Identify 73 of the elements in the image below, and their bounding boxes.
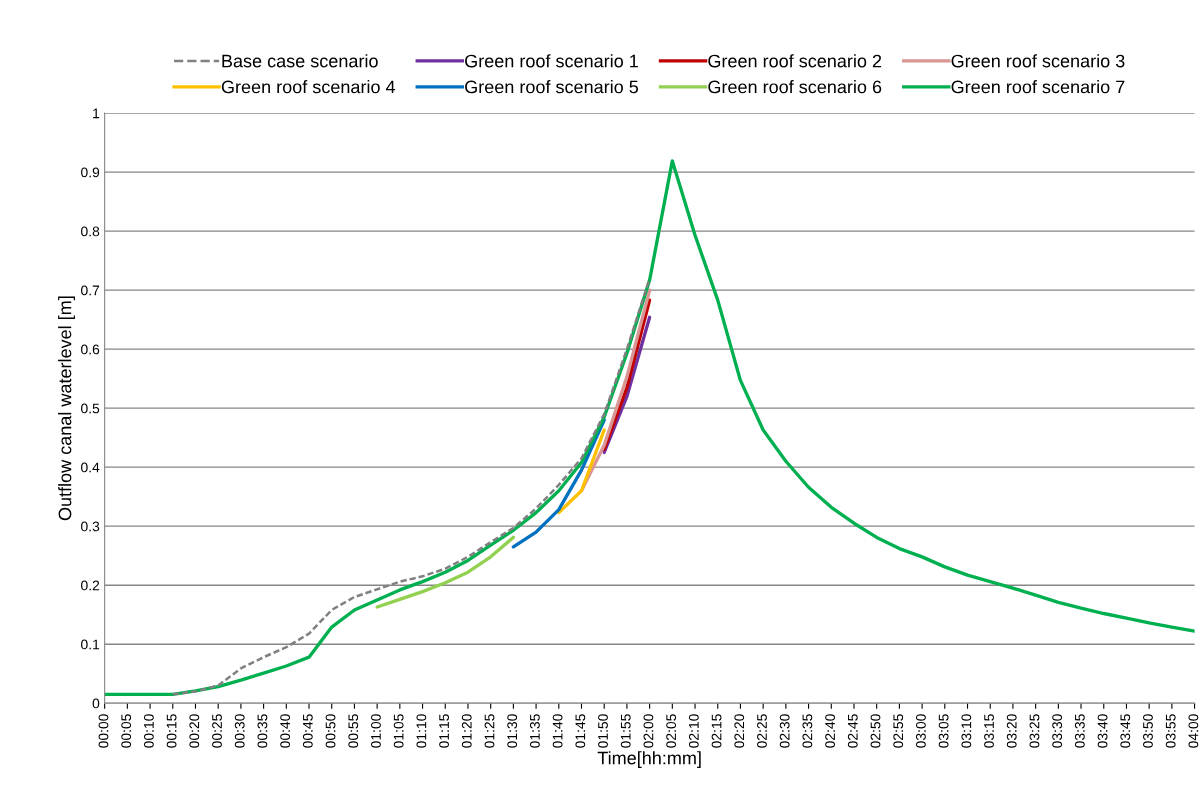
x-tick-label: 01:55 [620, 714, 631, 748]
y-tick-label: 1 [93, 108, 100, 119]
x-tick-label: 02:35 [802, 714, 813, 748]
x-tick-label: 02:45 [847, 714, 858, 748]
x-tick-label: 00:55 [348, 714, 359, 748]
x-tick-label: 01:10 [416, 714, 427, 748]
y-tick-label: 0.6 [81, 344, 100, 355]
x-tick-label: 02:20 [734, 714, 745, 748]
x-tick-label: 00:00 [98, 714, 109, 748]
x-tick-label: 01:30 [507, 714, 518, 748]
y-tick-label: 0.8 [81, 226, 100, 237]
x-axis-title: Time[hh:mm] [597, 751, 701, 768]
x-tick-label: 03:35 [1074, 714, 1085, 748]
x-tick-label: 00:05 [121, 714, 132, 748]
x-tick-label: 02:40 [825, 714, 836, 748]
x-tick-label: 00:30 [234, 714, 245, 748]
x-tick-label: 03:20 [1006, 714, 1017, 748]
x-tick-label: 01:20 [461, 714, 472, 748]
x-tick-label: 02:10 [688, 714, 699, 748]
x-tick-label: 00:35 [257, 714, 268, 748]
x-tick-label: 01:15 [439, 714, 449, 748]
legend-label: Green roof scenario 5 [465, 80, 639, 94]
x-tick-label: 00:40 [280, 714, 291, 748]
x-tick-label: 02:55 [893, 714, 904, 748]
x-tick-label: 00:15 [166, 714, 177, 748]
x-tick-label: 00:50 [325, 714, 336, 748]
x-tick-label: 02:05 [666, 714, 677, 748]
y-tick-label: 0.2 [81, 580, 100, 591]
x-tick-label: 03:45 [1120, 714, 1131, 748]
x-tick-label: 01:00 [371, 714, 381, 748]
x-tick-label: 03:25 [1029, 714, 1040, 748]
y-tick-label: 0.4 [81, 462, 100, 473]
x-tick-label: 03:00 [915, 714, 926, 748]
x-tick-label: 04:00 [1188, 714, 1199, 748]
x-tick-label: 00:10 [143, 714, 154, 748]
x-tick-label: 03:40 [1097, 714, 1108, 748]
x-tick-label: 03:10 [961, 714, 972, 748]
y-tick-label: 0.5 [81, 403, 100, 414]
legend-label: Green roof scenario 6 [708, 80, 882, 94]
y-tick-label: 0 [92, 698, 100, 709]
x-tick-label: 00:20 [189, 714, 200, 748]
x-tick-label: 01:45 [575, 714, 586, 748]
line-series [511, 418, 606, 549]
x-tick-label: 00:45 [302, 714, 313, 748]
legend-label: Green roof scenario 2 [708, 54, 882, 68]
line-series [375, 535, 516, 609]
x-tick-label: 02:00 [643, 714, 654, 748]
x-tick-label: 03:05 [938, 714, 949, 748]
y-tick-label: 0.9 [81, 167, 100, 178]
x-tick-label: 01:35 [529, 714, 540, 748]
y-tick-label: 0.7 [81, 285, 100, 296]
x-tick-label: 03:55 [1165, 714, 1176, 748]
x-tick-label: 01:05 [393, 714, 404, 748]
x-tick-label: 02:15 [711, 714, 722, 748]
x-tick-label: 01:50 [598, 714, 608, 748]
x-tick-label: 02:50 [870, 714, 881, 748]
x-tick-label: 03:15 [984, 714, 994, 748]
legend-label: Green roof scenario 3 [951, 54, 1125, 68]
legend-label: Base case scenario [222, 54, 378, 68]
line-series [104, 159, 1195, 697]
legend-label: Green roof scenario 4 [221, 80, 396, 94]
x-tick-label: 03:50 [1143, 714, 1153, 748]
x-tick-label: 02:30 [779, 714, 790, 748]
y-axis-title: Outflow canal waterlevel [m] [58, 296, 75, 521]
x-tick-label: 02:25 [757, 714, 767, 748]
y-tick-label: 0.1 [81, 639, 100, 650]
x-tick-label: 03:30 [1052, 714, 1063, 748]
y-tick-label: 0.3 [81, 521, 100, 532]
x-tick-label: 01:40 [552, 714, 563, 748]
x-tick-label: 00:25 [212, 714, 222, 748]
legend-label: Green roof scenario 7 [951, 80, 1125, 94]
legend-label: Green roof scenario 1 [465, 54, 638, 68]
x-tick-label: 01:25 [484, 714, 495, 748]
